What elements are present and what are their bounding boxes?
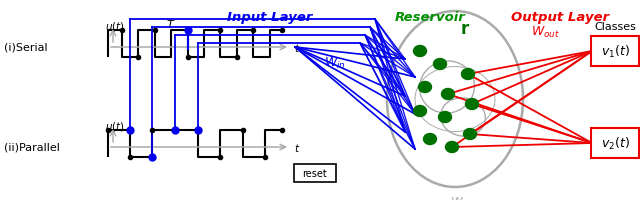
Ellipse shape — [442, 89, 454, 100]
Text: Classes: Classes — [594, 22, 636, 32]
Ellipse shape — [413, 46, 426, 57]
Text: $t$: $t$ — [294, 141, 300, 153]
Ellipse shape — [438, 112, 451, 123]
Text: $\mathbf{r}$: $\mathbf{r}$ — [460, 20, 470, 38]
Ellipse shape — [413, 106, 426, 117]
Text: (i)Serial: (i)Serial — [4, 43, 47, 53]
Ellipse shape — [463, 129, 477, 140]
Text: $W_{in}$: $W_{in}$ — [450, 195, 470, 200]
FancyBboxPatch shape — [294, 164, 336, 182]
Text: $v_1(t)$: $v_1(t)$ — [600, 44, 630, 60]
Ellipse shape — [424, 134, 436, 145]
Text: $W_{out}$: $W_{out}$ — [531, 24, 559, 39]
Text: (ii)Parallel: (ii)Parallel — [4, 142, 60, 152]
Text: $T$: $T$ — [166, 18, 176, 30]
Ellipse shape — [419, 82, 431, 93]
Text: $u(t)$: $u(t)$ — [105, 20, 125, 33]
FancyBboxPatch shape — [591, 128, 639, 158]
Text: $t$: $t$ — [294, 42, 300, 54]
Ellipse shape — [433, 59, 447, 70]
Text: $u(t)$: $u(t)$ — [105, 119, 125, 132]
Text: Output Layer: Output Layer — [511, 11, 609, 24]
Ellipse shape — [445, 142, 458, 153]
Text: reset: reset — [303, 168, 328, 178]
Text: Reservoir: Reservoir — [395, 11, 465, 24]
Text: $v_2(t)$: $v_2(t)$ — [600, 135, 630, 151]
Ellipse shape — [461, 69, 474, 80]
Ellipse shape — [465, 99, 479, 110]
Text: Input Layer: Input Layer — [227, 11, 313, 24]
Text: $W_{in}$: $W_{in}$ — [324, 55, 346, 70]
FancyBboxPatch shape — [591, 37, 639, 67]
